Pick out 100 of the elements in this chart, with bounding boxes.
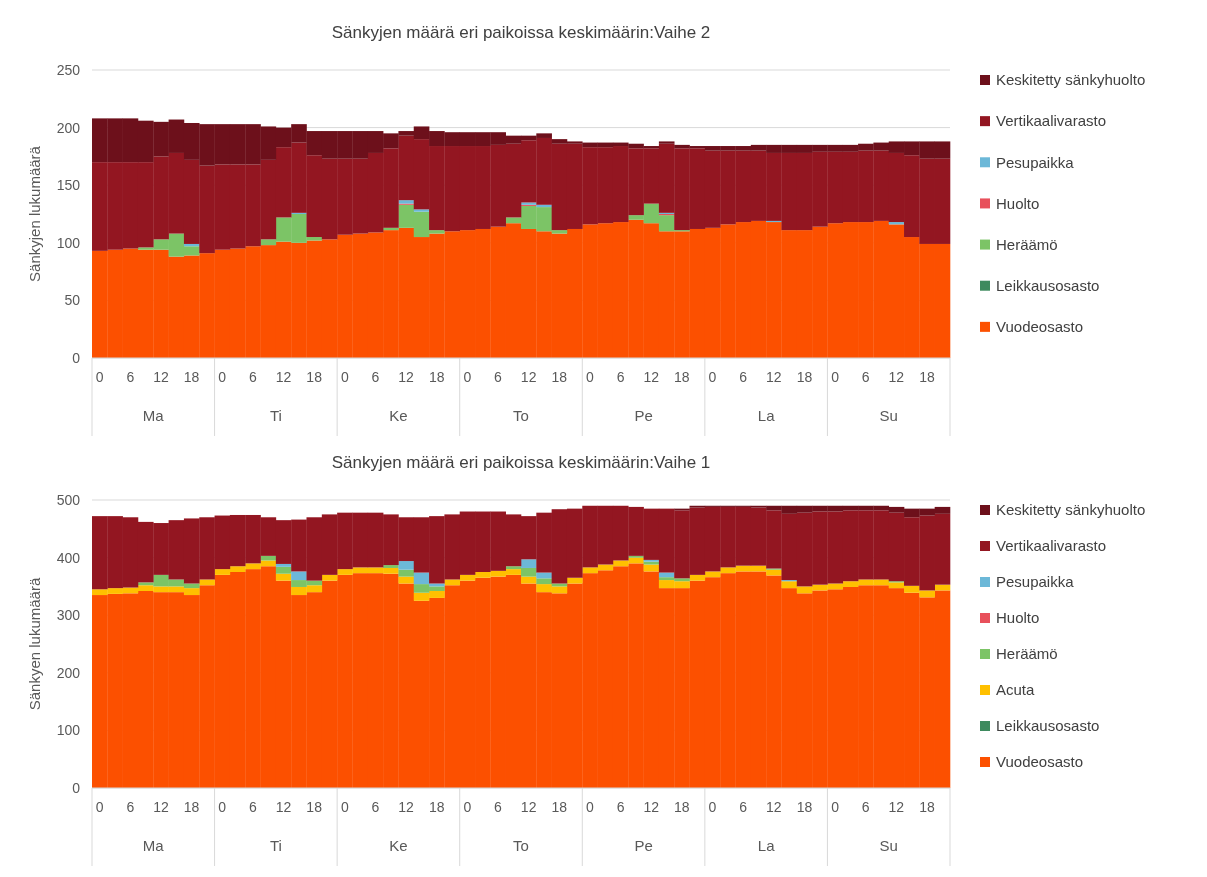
y-tick-label: 200: [56, 664, 81, 681]
x-tick-label: 12: [520, 799, 537, 815]
y-tick-label: 0: [72, 349, 81, 366]
x-tick-label: 0: [831, 799, 840, 815]
legend-label: Acuta: [996, 681, 1036, 699]
legend-label: Leikkausosasto: [996, 717, 1100, 735]
x-tick-label: 18: [796, 799, 813, 815]
x-tick-label: 18: [306, 799, 323, 815]
x-tick-label: 6: [126, 799, 135, 815]
x-tick-label: 0: [218, 369, 227, 385]
text: Pe: [634, 837, 653, 854]
x-tick-label: 6: [616, 799, 625, 815]
y-tick-label: 300: [56, 607, 81, 624]
x-tick-label: 18: [183, 799, 200, 815]
x-tick-label: 12: [888, 369, 905, 385]
x-tick-label: 18: [551, 799, 568, 815]
legend-label: Vertikaalivarasto: [996, 537, 1107, 555]
x-tick-label: 12: [643, 799, 660, 815]
text: Ti: [269, 837, 282, 854]
x-tick-label: 18: [919, 799, 936, 815]
x-tick-label: 12: [520, 369, 537, 385]
y-tick-label: 50: [64, 292, 81, 309]
x-tick-label: 12: [643, 369, 660, 385]
legend-label: Vertikaalivarasto: [996, 112, 1107, 130]
x-tick-label: 6: [739, 799, 748, 815]
x-tick-label: 0: [708, 799, 717, 815]
x-tick-label: 0: [95, 799, 104, 815]
x-tick-label: 0: [340, 799, 349, 815]
text: La: [757, 837, 776, 854]
y-tick-label: 400: [56, 549, 81, 566]
x-tick-label: 18: [551, 369, 568, 385]
x-tick-label: 12: [153, 369, 169, 385]
text: Su: [879, 837, 898, 854]
x-tick-label: 18: [796, 369, 813, 385]
text: Ke: [389, 837, 408, 854]
x-tick-label: 0: [463, 799, 472, 815]
y-tick-label: 150: [56, 177, 81, 194]
x-tick-label: 0: [708, 369, 717, 385]
text: Ti: [269, 407, 282, 424]
x-tick-label: 6: [248, 799, 257, 815]
x-tick-label: 0: [463, 369, 472, 385]
chart-title: Sänkyjen määrä eri paikoissa keskimäärin:Vaihe 1: [331, 453, 711, 472]
text: To: [513, 407, 529, 424]
text: Su: [879, 407, 898, 424]
legend-label: Huolto: [996, 194, 1040, 212]
text: To: [513, 837, 529, 854]
x-tick-label: 12: [398, 799, 415, 815]
x-tick-label: 0: [95, 369, 104, 385]
legend-label: Huolto: [996, 609, 1040, 627]
legend-label: Pesupaikka: [996, 153, 1075, 171]
y-axis-title: Sänkyen lukumäärä: [26, 577, 43, 711]
x-tick-label: 12: [888, 799, 905, 815]
text: La: [757, 407, 776, 424]
y-tick-label: 100: [56, 234, 81, 251]
y-tick-label: 100: [56, 722, 81, 739]
x-tick-label: 0: [340, 369, 349, 385]
x-tick-label: 18: [183, 369, 200, 385]
x-tick-label: 0: [218, 799, 227, 815]
text: Ma: [142, 407, 165, 424]
x-tick-label: 6: [126, 369, 135, 385]
legend-label: Vuodeosasto: [996, 318, 1084, 336]
x-tick-label: 18: [919, 369, 936, 385]
legend-label: Heräämö: [996, 645, 1058, 663]
y-tick-label: 500: [56, 491, 81, 508]
text: Pe: [634, 407, 653, 424]
x-tick-label: 0: [586, 799, 595, 815]
x-tick-label: 12: [153, 799, 169, 815]
x-tick-label: 12: [766, 369, 782, 385]
x-tick-label: 0: [586, 369, 595, 385]
legend-label: Vuodeosasto: [996, 753, 1084, 771]
x-tick-label: 6: [494, 799, 503, 815]
y-tick-label: 0: [72, 779, 81, 796]
legend-label: Keskitetty sänkyhuolto: [996, 501, 1146, 519]
x-tick-label: 12: [398, 369, 415, 385]
text: Ke: [389, 407, 408, 424]
x-tick-label: 6: [861, 799, 870, 815]
chart-title: Sänkyjen määrä eri paikoissa keskimäärin:Vaihe 2: [331, 23, 711, 42]
y-axis-title: Sänkyjen lukumäärä: [26, 145, 43, 282]
x-tick-label: 18: [428, 369, 445, 385]
x-tick-label: 6: [616, 369, 625, 385]
x-tick-label: 0: [831, 369, 840, 385]
x-tick-label: 18: [674, 799, 690, 815]
x-tick-label: 18: [674, 369, 690, 385]
y-tick-label: 250: [56, 61, 81, 78]
x-tick-label: 18: [428, 799, 445, 815]
legend-label: Heräämö: [996, 235, 1058, 253]
x-tick-label: 6: [861, 369, 870, 385]
x-tick-label: 6: [739, 369, 748, 385]
y-tick-label: 200: [56, 119, 81, 136]
x-tick-label: 12: [275, 369, 292, 385]
x-tick-label: 6: [371, 369, 380, 385]
x-tick-label: 18: [306, 369, 323, 385]
x-tick-label: 12: [275, 799, 292, 815]
legend-label: Keskitetty sänkyhuolto: [996, 71, 1146, 89]
text: Ma: [142, 837, 165, 854]
x-tick-label: 6: [248, 369, 257, 385]
legend-label: Leikkausosasto: [996, 276, 1100, 294]
legend-label: Pesupaikka: [996, 573, 1075, 591]
x-tick-label: 6: [371, 799, 380, 815]
x-tick-label: 12: [766, 799, 782, 815]
